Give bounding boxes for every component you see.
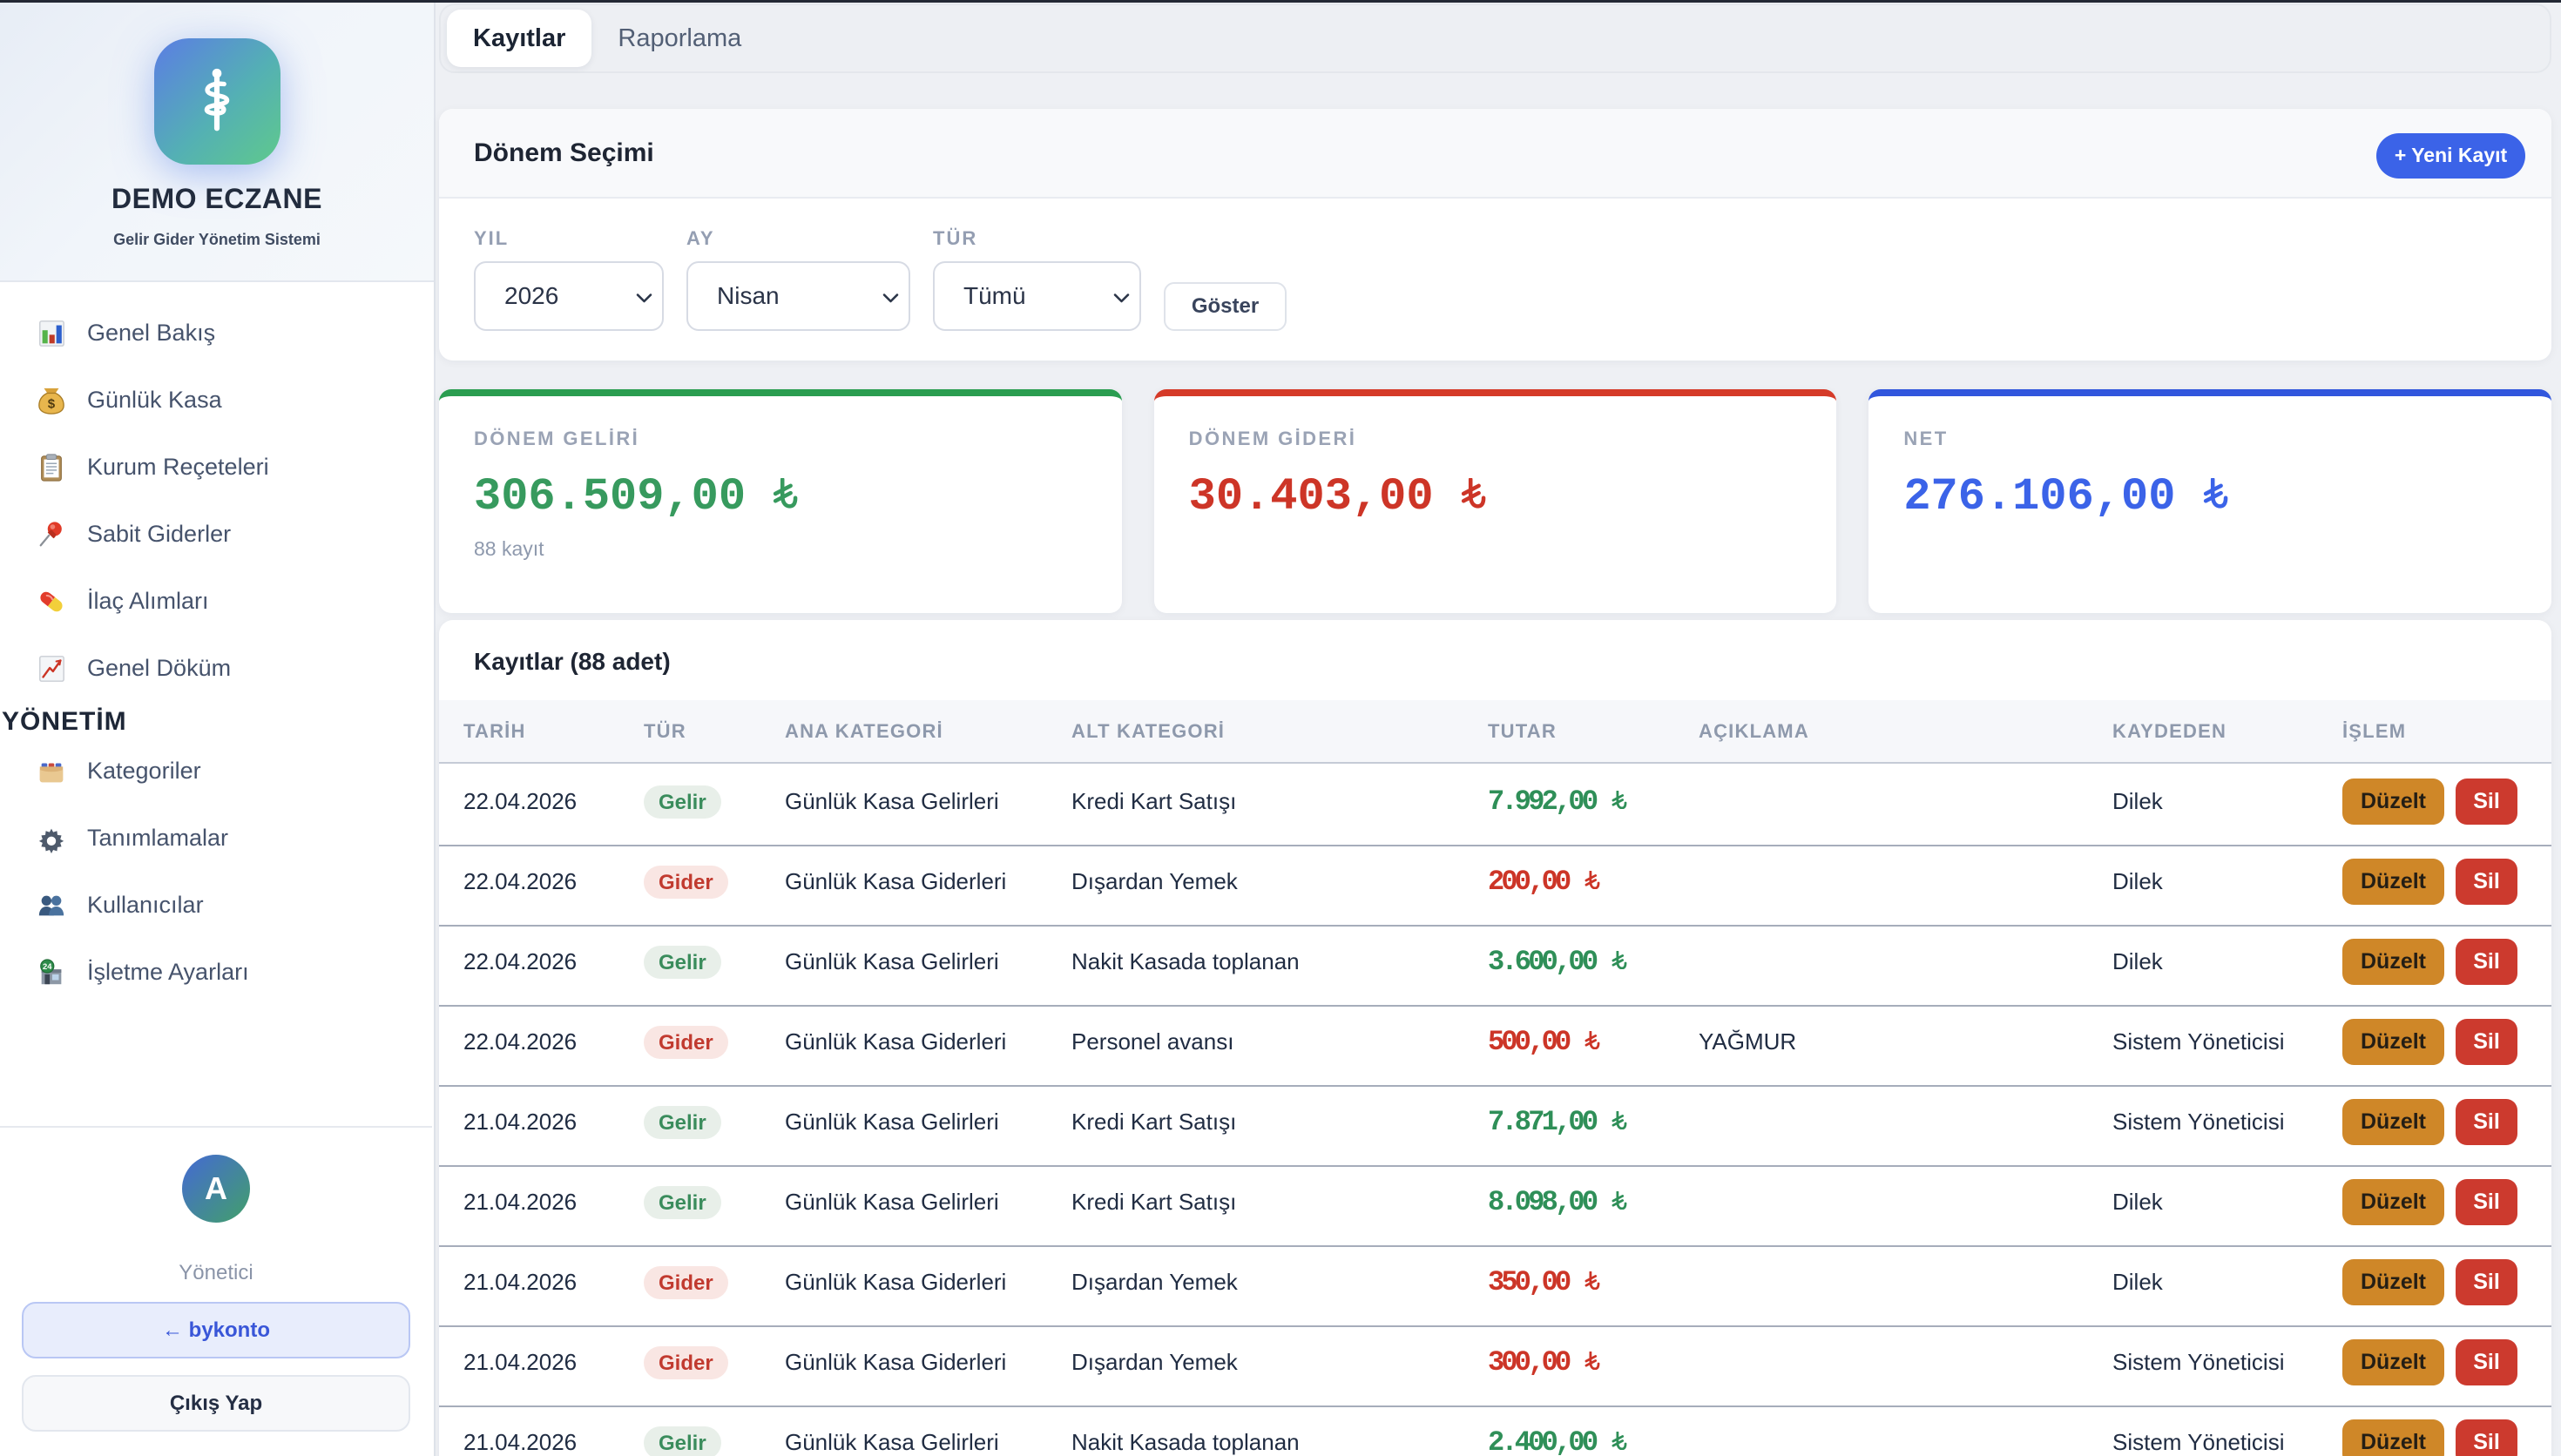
svg-text:24: 24	[43, 962, 52, 972]
svg-text:$: $	[48, 396, 56, 411]
